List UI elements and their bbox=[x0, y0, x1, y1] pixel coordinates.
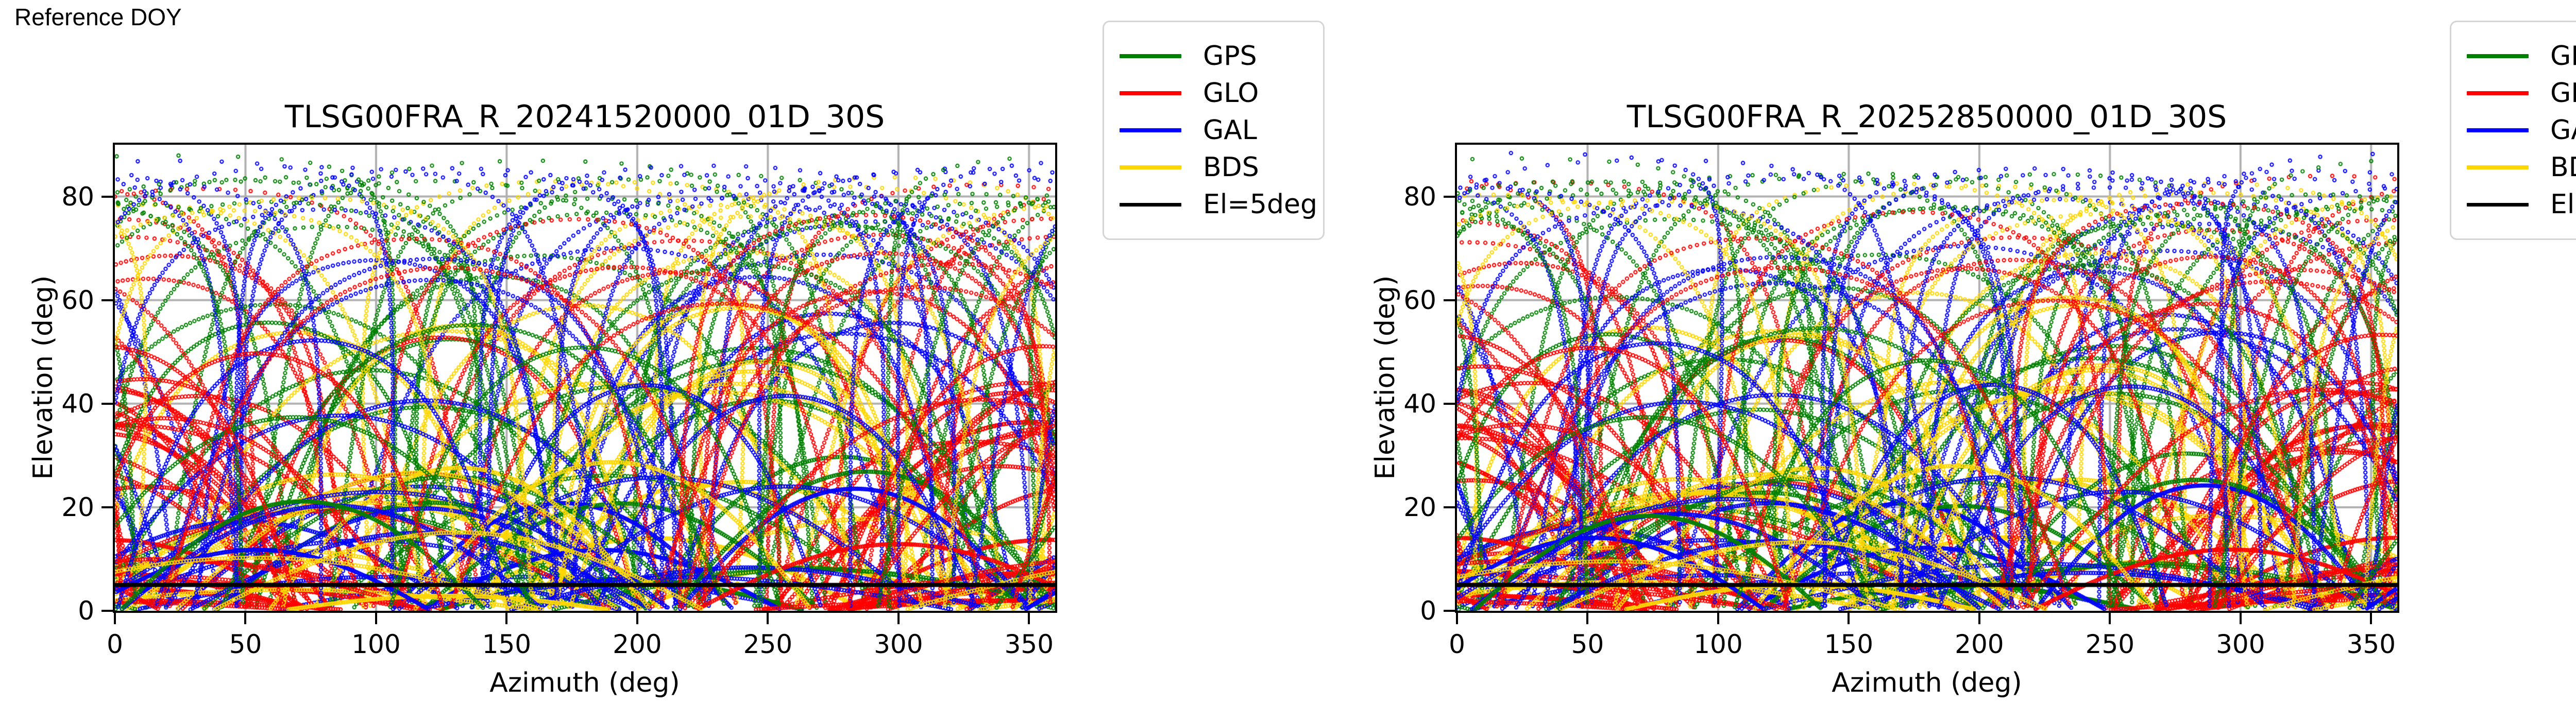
x-tick-mark bbox=[1978, 613, 1980, 624]
x-tick-mark bbox=[767, 613, 769, 624]
y-tick-label: 40 bbox=[1403, 388, 1436, 419]
x-tick-label: 100 bbox=[351, 629, 401, 659]
x-tick-label: 200 bbox=[613, 629, 662, 659]
legend-label: BDS bbox=[1203, 152, 1259, 183]
y-tick-label: 60 bbox=[61, 285, 94, 315]
legend-line-swatch bbox=[2467, 165, 2529, 169]
legend-item-glo: GLO bbox=[1120, 80, 1308, 107]
y-tick-label: 20 bbox=[61, 492, 94, 522]
y-tick-mark bbox=[101, 610, 113, 612]
plot1-legend: GPS GLO GAL BDS El=5deg bbox=[1103, 21, 1325, 240]
legend-line-swatch bbox=[1120, 54, 1181, 58]
legend-label: BDS bbox=[2550, 152, 2576, 183]
x-tick-label: 150 bbox=[482, 629, 532, 659]
x-tick-label: 200 bbox=[1955, 629, 2004, 659]
legend-line-swatch bbox=[2467, 91, 2529, 95]
plot1-title: TLSG00FRA_R_20241520000_01D_30S bbox=[284, 99, 885, 135]
x-tick-mark bbox=[1028, 613, 1030, 624]
x-tick-mark bbox=[505, 613, 508, 624]
y-tick-mark bbox=[1444, 610, 1455, 612]
y-tick-label: 40 bbox=[61, 388, 94, 419]
y-tick-label: 80 bbox=[61, 181, 94, 212]
x-tick-label: 350 bbox=[2346, 629, 2396, 659]
x-tick-mark bbox=[2109, 613, 2111, 624]
x-tick-label: 250 bbox=[743, 629, 793, 659]
x-tick-mark bbox=[2239, 613, 2242, 624]
legend-label: GAL bbox=[2550, 115, 2576, 146]
legend-item-bds: BDS bbox=[2467, 154, 2576, 181]
plot1-xaxis-label: Azimuth (deg) bbox=[489, 667, 680, 698]
y-tick-mark bbox=[101, 402, 113, 405]
legend-item-bds: BDS bbox=[1120, 154, 1308, 181]
x-tick-mark bbox=[1586, 613, 1589, 624]
legend-line-swatch bbox=[2467, 54, 2529, 58]
x-tick-mark bbox=[1456, 613, 1458, 624]
legend-line-swatch bbox=[1120, 91, 1181, 95]
x-tick-label: 250 bbox=[2085, 629, 2135, 659]
y-tick-mark bbox=[1444, 402, 1455, 405]
legend-label: GLO bbox=[1203, 78, 1259, 109]
legend-label: GAL bbox=[1203, 115, 1257, 146]
legend-line-swatch bbox=[2467, 128, 2529, 132]
legend-label: El=5deg bbox=[1203, 189, 1317, 220]
y-tick-label: 80 bbox=[1403, 181, 1436, 212]
y-tick-mark bbox=[101, 195, 113, 198]
plot2-skytrack-canvas bbox=[1457, 145, 2397, 611]
legend-label: GLO bbox=[2550, 78, 2576, 109]
plot1-axes bbox=[113, 143, 1057, 613]
legend-item-el-5deg: El=5deg bbox=[1120, 191, 1317, 218]
y-tick-mark bbox=[101, 299, 113, 301]
x-tick-mark bbox=[244, 613, 247, 624]
page-title: Reference DOY bbox=[14, 4, 182, 30]
x-tick-label: 100 bbox=[1693, 629, 1743, 659]
x-tick-mark bbox=[1848, 613, 1850, 624]
legend-item-gps: GPS bbox=[2467, 43, 2576, 70]
x-tick-mark bbox=[2370, 613, 2372, 624]
legend-label: El=5deg bbox=[2550, 189, 2576, 220]
legend-line-swatch bbox=[1120, 165, 1181, 169]
plot1-yaxis-label: Elevation (deg) bbox=[28, 275, 59, 480]
plot2-yaxis-label: Elevation (deg) bbox=[1370, 275, 1401, 480]
plot2-legend: GPS GLO GAL BDS El=5deg bbox=[2450, 21, 2576, 240]
y-tick-label: 60 bbox=[1403, 285, 1436, 315]
x-tick-label: 0 bbox=[1449, 629, 1465, 659]
x-tick-mark bbox=[375, 613, 377, 624]
legend-label: GPS bbox=[1203, 41, 1257, 72]
legend-line-swatch bbox=[1120, 128, 1181, 132]
x-tick-label: 350 bbox=[1004, 629, 1054, 659]
y-tick-mark bbox=[1444, 506, 1455, 508]
y-tick-mark bbox=[101, 506, 113, 508]
x-tick-mark bbox=[1717, 613, 1719, 624]
y-tick-label: 0 bbox=[1420, 596, 1436, 626]
y-tick-mark bbox=[1444, 195, 1455, 198]
plot2-axes bbox=[1455, 143, 2399, 613]
x-tick-mark bbox=[897, 613, 900, 624]
x-tick-mark bbox=[636, 613, 638, 624]
x-tick-label: 0 bbox=[107, 629, 123, 659]
legend-item-gal: GAL bbox=[1120, 117, 1308, 144]
y-tick-label: 20 bbox=[1403, 492, 1436, 522]
plot1-skytrack-canvas bbox=[115, 145, 1055, 611]
legend-label: GPS bbox=[2550, 41, 2576, 72]
legend-item-gps: GPS bbox=[1120, 43, 1308, 70]
plot2-xaxis-label: Azimuth (deg) bbox=[1832, 667, 2022, 698]
legend-line-swatch bbox=[2467, 202, 2529, 207]
y-tick-label: 0 bbox=[78, 596, 94, 626]
x-tick-mark bbox=[114, 613, 116, 624]
legend-item-gal: GAL bbox=[2467, 117, 2576, 144]
legend-item-el-5deg: El=5deg bbox=[2467, 191, 2576, 218]
x-tick-label: 50 bbox=[1571, 629, 1604, 659]
x-tick-label: 50 bbox=[229, 629, 262, 659]
x-tick-label: 150 bbox=[1824, 629, 1874, 659]
x-tick-label: 300 bbox=[2216, 629, 2265, 659]
legend-item-glo: GLO bbox=[2467, 80, 2576, 107]
plot2-title: TLSG00FRA_R_20252850000_01D_30S bbox=[1626, 99, 2227, 135]
legend-line-swatch bbox=[1120, 202, 1181, 207]
x-tick-label: 300 bbox=[874, 629, 923, 659]
y-tick-mark bbox=[1444, 299, 1455, 301]
